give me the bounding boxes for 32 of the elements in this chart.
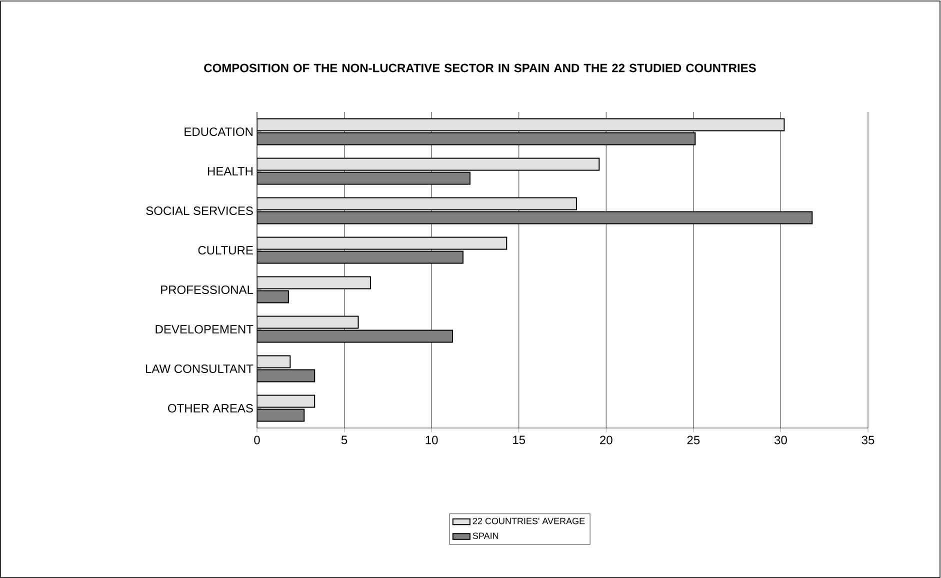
x-tick-label: 10 <box>426 436 438 444</box>
y-tick-label: DEVELOPEMENT <box>156 325 254 334</box>
chart-title: COMPOSITION OF THE NON-LUCRATIVE SECTOR IN SPAIN AND THE 22 STUDIED COUNTRIES <box>204 64 756 72</box>
y-tick-label: EDUCATION <box>184 128 252 136</box>
y-tick-label: SOCIAL SERVICES <box>146 206 253 215</box>
x-tick-label: 25 <box>687 436 700 444</box>
bar <box>257 197 577 210</box>
legend-label: SPAIN <box>472 532 498 539</box>
bar <box>257 316 359 329</box>
bar <box>257 369 316 382</box>
bar <box>257 118 785 132</box>
x-tick-label: 30 <box>774 436 787 444</box>
y-tick-label: CULTURE <box>198 246 253 254</box>
bar <box>257 276 371 290</box>
bar <box>257 394 316 408</box>
bar <box>257 158 600 171</box>
bar <box>257 132 696 146</box>
x-tick-label: 0 <box>254 436 260 444</box>
x-tick-label: 35 <box>862 436 874 444</box>
bar <box>257 250 464 264</box>
x-tick-label: 20 <box>600 436 612 444</box>
legend-label: 22 COUNTRIES' AVERAGE <box>472 518 585 524</box>
y-tick-label: HEALTH <box>208 167 252 176</box>
x-tick-label: 15 <box>513 436 526 444</box>
bar <box>257 211 813 224</box>
y-tick-label: PROFESSIONAL <box>161 286 254 294</box>
bar <box>257 330 454 343</box>
bar <box>257 236 508 250</box>
x-tick-label: 5 <box>341 436 348 444</box>
bar <box>257 172 470 185</box>
y-tick-label: OTHER AREAS <box>168 404 253 412</box>
y-tick-label: LAW CONSULTANT <box>146 364 254 373</box>
